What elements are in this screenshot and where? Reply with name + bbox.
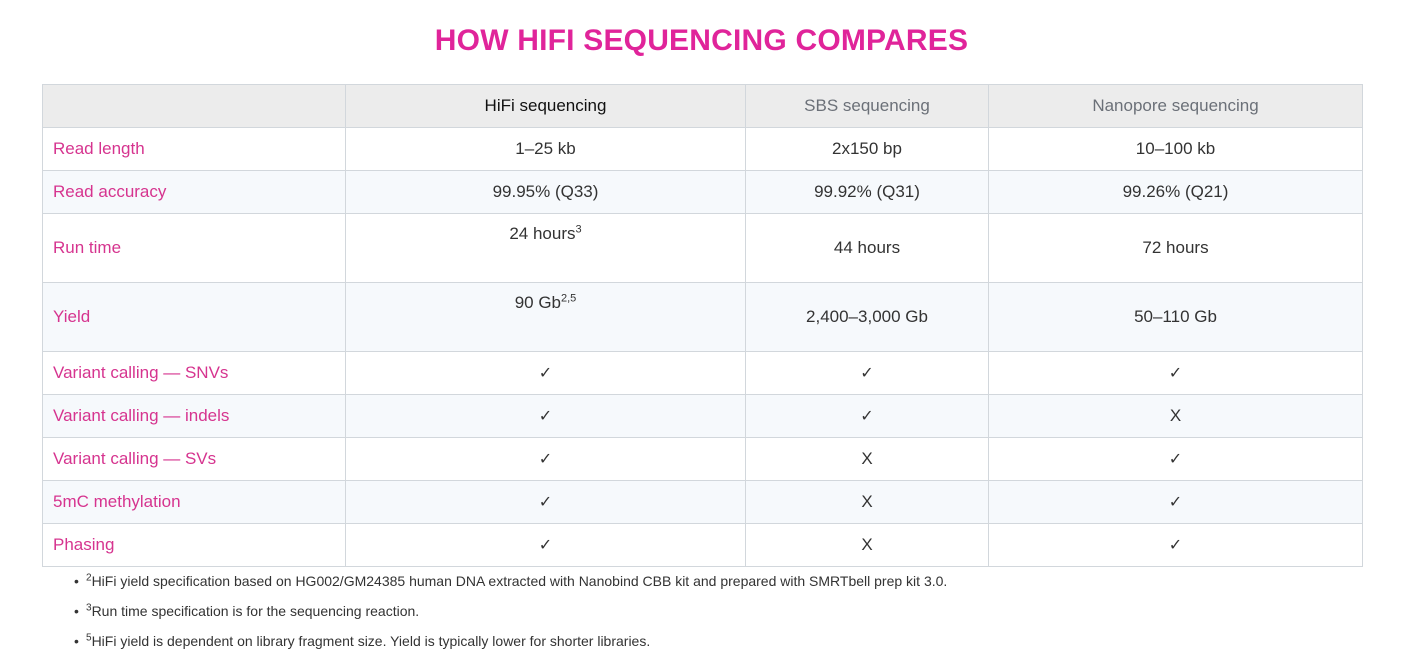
cell-sbs: 2x150 bp bbox=[745, 127, 989, 171]
footnote-number: 2 bbox=[86, 572, 92, 584]
footnote-ref: 2,5 bbox=[561, 292, 577, 305]
row-label: Yield bbox=[42, 282, 346, 352]
check-icon: ✓ bbox=[745, 351, 989, 395]
footnote-number: 5 bbox=[86, 632, 92, 644]
check-icon: ✓ bbox=[345, 437, 746, 481]
cell-value: 90 Gb bbox=[514, 293, 561, 312]
cell-sbs: 99.92% (Q31) bbox=[745, 170, 989, 214]
row-label: Variant calling — indels bbox=[42, 394, 346, 438]
check-icon: ✓ bbox=[345, 394, 746, 438]
page-title: HOW HIFI SEQUENCING COMPARES bbox=[434, 24, 969, 57]
cell-nanopore: 10–100 kb bbox=[988, 127, 1363, 171]
header-sbs: SBS sequencing bbox=[745, 84, 989, 128]
cross-icon: X bbox=[745, 523, 989, 567]
row-label: Read accuracy bbox=[42, 170, 346, 214]
footnotes-list: 2HiFi yield specification based on HG002… bbox=[74, 570, 947, 660]
cell-sbs: 2,400–3,000 Gb bbox=[745, 282, 989, 352]
cell-hifi: 24 hours3 bbox=[345, 213, 746, 283]
row-label: Read length bbox=[42, 127, 346, 171]
table-row: Run time 24 hours3 44 hours 72 hours bbox=[42, 213, 1363, 283]
check-icon: ✓ bbox=[345, 351, 746, 395]
footnote-number: 3 bbox=[86, 602, 92, 614]
cell-nanopore: 99.26% (Q21) bbox=[988, 170, 1363, 214]
row-label: 5mC methylation bbox=[42, 480, 346, 524]
comparison-table: HiFi sequencing SBS sequencing Nanopore … bbox=[42, 84, 1363, 567]
cell-sbs: 44 hours bbox=[745, 213, 989, 283]
cross-icon: X bbox=[988, 394, 1363, 438]
footnote-item: 3Run time specification is for the seque… bbox=[74, 600, 947, 630]
cell-nanopore: 50–110 Gb bbox=[988, 282, 1363, 352]
table-row: Read length 1–25 kb 2x150 bp 10–100 kb bbox=[42, 127, 1363, 171]
check-icon: ✓ bbox=[745, 394, 989, 438]
cell-hifi: 1–25 kb bbox=[345, 127, 746, 171]
cell-hifi: 90 Gb2,5 bbox=[345, 282, 746, 352]
row-label: Run time bbox=[42, 213, 346, 283]
header-nanopore: Nanopore sequencing bbox=[988, 84, 1363, 128]
table-row: 5mC methylation ✓ X ✓ bbox=[42, 480, 1363, 524]
table-row: Phasing ✓ X ✓ bbox=[42, 523, 1363, 567]
row-label: Variant calling — SVs bbox=[42, 437, 346, 481]
footnote-text: HiFi yield specification based on HG002/… bbox=[91, 573, 948, 589]
table-row: Yield 90 Gb2,5 2,400–3,000 Gb 50–110 Gb bbox=[42, 282, 1363, 352]
cell-value: 24 hours bbox=[509, 224, 576, 243]
header-hifi: HiFi sequencing bbox=[345, 84, 746, 128]
footnote-text: HiFi yield is dependent on library fragm… bbox=[91, 633, 651, 649]
table-header-row: HiFi sequencing SBS sequencing Nanopore … bbox=[42, 84, 1363, 128]
footnote-item: 5HiFi yield is dependent on library frag… bbox=[74, 630, 947, 660]
footnote-text: Run time specification is for the sequen… bbox=[91, 603, 420, 619]
check-icon: ✓ bbox=[988, 351, 1363, 395]
header-empty bbox=[42, 84, 346, 128]
row-label: Variant calling — SNVs bbox=[42, 351, 346, 395]
footnote-ref: 3 bbox=[575, 223, 582, 236]
check-icon: ✓ bbox=[988, 437, 1363, 481]
cross-icon: X bbox=[745, 437, 989, 481]
footnote-item: 2HiFi yield specification based on HG002… bbox=[74, 570, 947, 600]
check-icon: ✓ bbox=[988, 480, 1363, 524]
cell-nanopore: 72 hours bbox=[988, 213, 1363, 283]
table-row: Variant calling — SVs ✓ X ✓ bbox=[42, 437, 1363, 481]
check-icon: ✓ bbox=[988, 523, 1363, 567]
table-row: Variant calling — indels ✓ ✓ X bbox=[42, 394, 1363, 438]
check-icon: ✓ bbox=[345, 480, 746, 524]
table-row: Variant calling — SNVs ✓ ✓ ✓ bbox=[42, 351, 1363, 395]
table-row: Read accuracy 99.95% (Q33) 99.92% (Q31) … bbox=[42, 170, 1363, 214]
cross-icon: X bbox=[745, 480, 989, 524]
row-label: Phasing bbox=[42, 523, 346, 567]
check-icon: ✓ bbox=[345, 523, 746, 567]
cell-hifi: 99.95% (Q33) bbox=[345, 170, 746, 214]
